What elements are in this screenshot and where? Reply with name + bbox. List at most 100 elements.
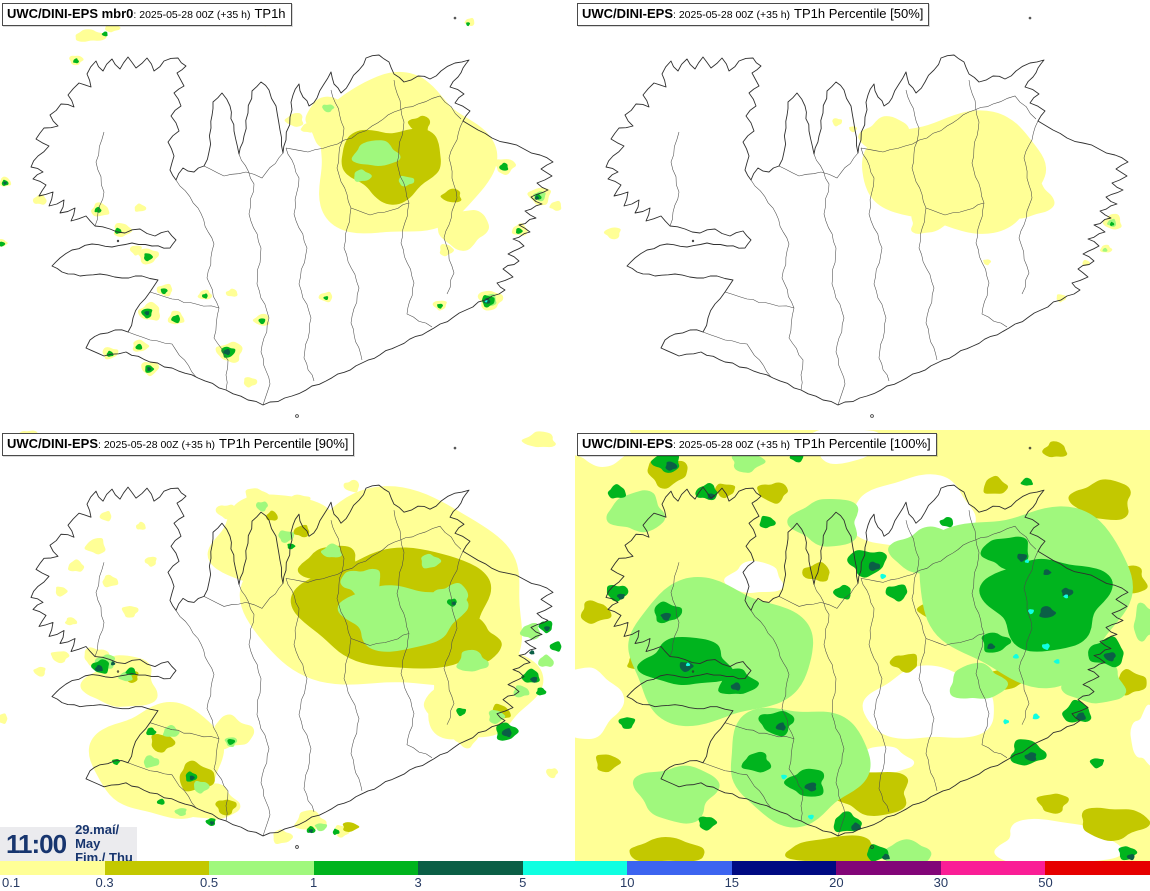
precip-area	[174, 808, 187, 817]
precip-area	[1053, 659, 1060, 664]
municipality-border	[94, 562, 105, 657]
municipality-border	[285, 578, 315, 812]
municipality-border	[669, 131, 680, 227]
municipality-border	[968, 510, 1008, 758]
precip-area	[99, 510, 112, 522]
small-island	[453, 16, 457, 20]
precip-area	[989, 170, 1055, 219]
precip-area	[209, 821, 215, 826]
municipality-border	[393, 510, 433, 758]
precip-area	[293, 524, 310, 538]
run-label: : 2025-05-28 00Z (+35 h)	[673, 439, 791, 451]
colorbar-tick: 3	[414, 875, 422, 890]
precip-area	[273, 829, 294, 845]
municipality-border	[285, 147, 315, 382]
precip-area	[1068, 479, 1131, 521]
panel-title: UWC/DINI-EPS: 2025-05-28 00Z (+35 h) TP1h…	[577, 3, 930, 26]
precip-area	[781, 774, 788, 780]
precip-area	[515, 227, 523, 234]
precip-area	[0, 713, 8, 724]
municipality-border	[750, 610, 804, 821]
precip-area	[101, 31, 108, 37]
precip-area	[332, 828, 340, 835]
map-panel-percentile-100: UWC/DINI-EPS: 2025-05-28 00Z (+35 h) TP1h…	[575, 430, 1150, 861]
precip-area	[147, 367, 152, 371]
precip-area	[775, 722, 786, 731]
precip-area	[1028, 609, 1034, 615]
municipality-border	[778, 583, 859, 609]
precip-area	[134, 203, 147, 212]
municipality-border	[330, 89, 363, 361]
small-island	[870, 845, 874, 849]
precip-area	[287, 543, 296, 550]
precip-area	[757, 482, 788, 504]
panel-title: UWC/DINI-EPS mbr0: 2025-05-28 00Z (+35 h…	[2, 3, 292, 26]
precip-area	[851, 822, 862, 831]
precip-area	[245, 488, 271, 505]
municipality-border	[724, 291, 795, 309]
municipality-border	[1018, 551, 1039, 725]
precip-area	[949, 662, 1009, 699]
precip-area	[456, 649, 489, 672]
iceland-coastline	[30, 54, 554, 406]
precip-area	[111, 661, 116, 666]
precip-area	[724, 560, 784, 593]
precip-area	[1063, 594, 1069, 599]
precip-area	[513, 685, 530, 698]
precip-area	[135, 521, 146, 530]
municipality-border	[127, 331, 197, 378]
valid-date: 29.maí/ May Fim./ Thu	[75, 822, 133, 866]
small-island	[295, 845, 299, 849]
precip-area	[802, 562, 830, 582]
small-island	[691, 670, 695, 673]
precip-area	[320, 543, 342, 558]
precip-area	[214, 714, 255, 750]
precip-area	[343, 479, 360, 493]
precip-area	[255, 501, 268, 512]
product-label: TP1h Percentile [90%]	[219, 436, 349, 451]
iceland-coastline	[605, 484, 1129, 837]
precip-area	[880, 573, 887, 580]
precip-area	[3, 181, 7, 185]
precip-area	[1020, 477, 1034, 486]
municipality-border	[925, 633, 985, 646]
iceland-precipitation-map-p50	[603, 14, 1129, 418]
precip-area	[501, 728, 512, 738]
precip-area	[223, 348, 231, 356]
precip-area	[1017, 553, 1027, 562]
precip-area	[225, 288, 238, 297]
precip-area	[785, 835, 885, 861]
run-label: : 2025-05-28 00Z (+35 h)	[673, 9, 791, 21]
colorbar-tick: 5	[519, 875, 527, 890]
model-label: UWC/DINI-EPS mbr0	[7, 6, 134, 21]
precip-area	[156, 798, 165, 805]
municipality-border	[443, 551, 464, 725]
municipality-border	[203, 583, 284, 609]
precip-area	[135, 343, 143, 350]
precip-area	[529, 650, 535, 655]
run-label: : 2025-05-28 00Z (+35 h)	[133, 9, 251, 21]
precip-area	[979, 558, 1113, 652]
small-island	[1028, 16, 1032, 20]
precip-area	[80, 655, 158, 707]
precip-area	[1024, 559, 1030, 564]
precip-area	[549, 200, 562, 211]
precip-area	[1130, 704, 1150, 766]
precip-area	[84, 538, 106, 555]
precip-area	[464, 17, 475, 27]
precip-area	[314, 823, 328, 832]
precip-area	[575, 667, 625, 740]
precip-area	[143, 755, 160, 768]
precip-area	[787, 499, 859, 547]
precip-area	[129, 245, 142, 256]
precip-area	[859, 746, 915, 774]
precip-area	[549, 641, 562, 652]
map-panel-member-mbr0: UWC/DINI-EPS mbr0: 2025-05-28 00Z (+35 h…	[0, 0, 575, 430]
precip-area	[741, 751, 772, 773]
precip-area	[730, 707, 871, 828]
municipality-border	[813, 153, 846, 406]
precip-area	[654, 601, 683, 624]
precip-area	[888, 526, 959, 577]
precip-area	[718, 668, 759, 695]
precip-area	[1039, 606, 1057, 618]
